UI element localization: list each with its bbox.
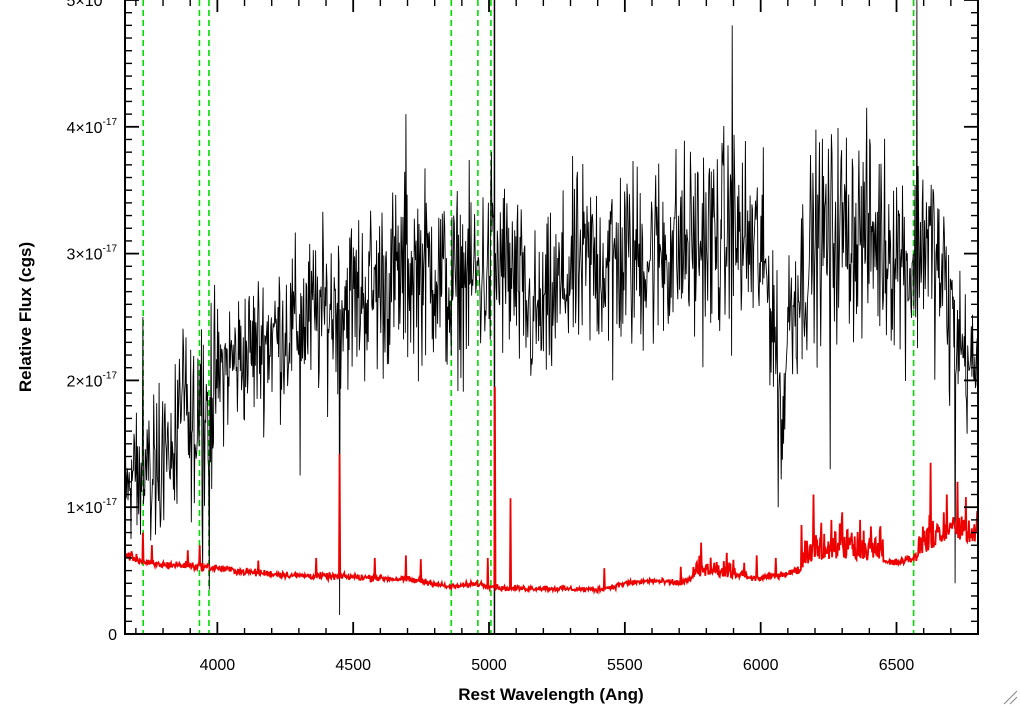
x-tick-label: 6000 — [743, 657, 779, 674]
axes: 4000 4500 5000 5500 6000 6500 0 1×10-17 2×10-17 3… — [67, 0, 979, 674]
x-tick-label: 6500 — [879, 657, 915, 674]
y-tick-label: 1×10-17 — [67, 497, 118, 517]
y-tick-label: 5×10-17 — [67, 0, 118, 10]
y-tick-label: 4×10-17 — [67, 117, 118, 137]
flux-spectrum-line — [125, 0, 978, 616]
x-tick-label: 5000 — [471, 657, 507, 674]
plot-frame — [124, 0, 979, 635]
y-tick-label: 0 — [108, 627, 117, 644]
y-tick-label: 2×10-17 — [67, 370, 118, 390]
plot-area — [125, 0, 978, 634]
x-axis-title: Rest Wavelength (Ang) — [458, 685, 643, 704]
resize-grip-icon[interactable] — [1003, 690, 1018, 705]
x-tick-label: 4500 — [335, 657, 371, 674]
y-tick-label: 3×10-17 — [67, 244, 118, 264]
x-tick-label: 4000 — [200, 657, 236, 674]
error-spectrum-line — [125, 386, 978, 595]
x-tick-label: 5500 — [607, 657, 643, 674]
y-axis-title: Relative Flux (cgs) — [16, 242, 35, 392]
